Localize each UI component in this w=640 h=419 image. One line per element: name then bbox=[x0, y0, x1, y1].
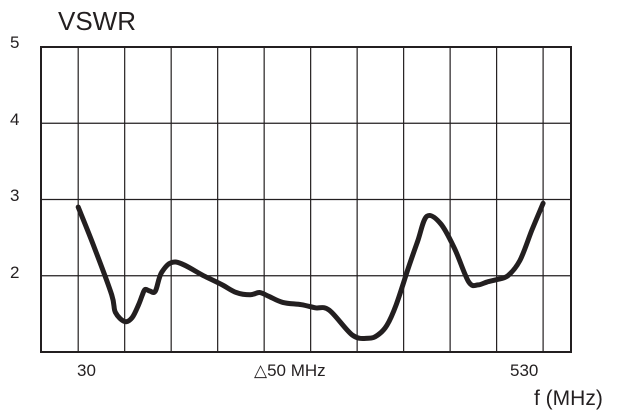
y-tick-3: 3 bbox=[10, 186, 19, 205]
y-tick-4: 4 bbox=[10, 110, 19, 129]
x-tick-530: 530 bbox=[510, 361, 538, 380]
x-tick-30: 30 bbox=[77, 361, 96, 380]
y-tick-5: 5 bbox=[10, 33, 19, 52]
x-axis-title: f (MHz) bbox=[534, 387, 603, 410]
x-step-label: △50 MHz bbox=[254, 361, 326, 380]
y-axis-title: VSWR bbox=[58, 6, 136, 36]
vswr-series-line bbox=[75, 200, 546, 342]
grid bbox=[41, 47, 571, 352]
y-tick-2: 2 bbox=[10, 263, 19, 282]
